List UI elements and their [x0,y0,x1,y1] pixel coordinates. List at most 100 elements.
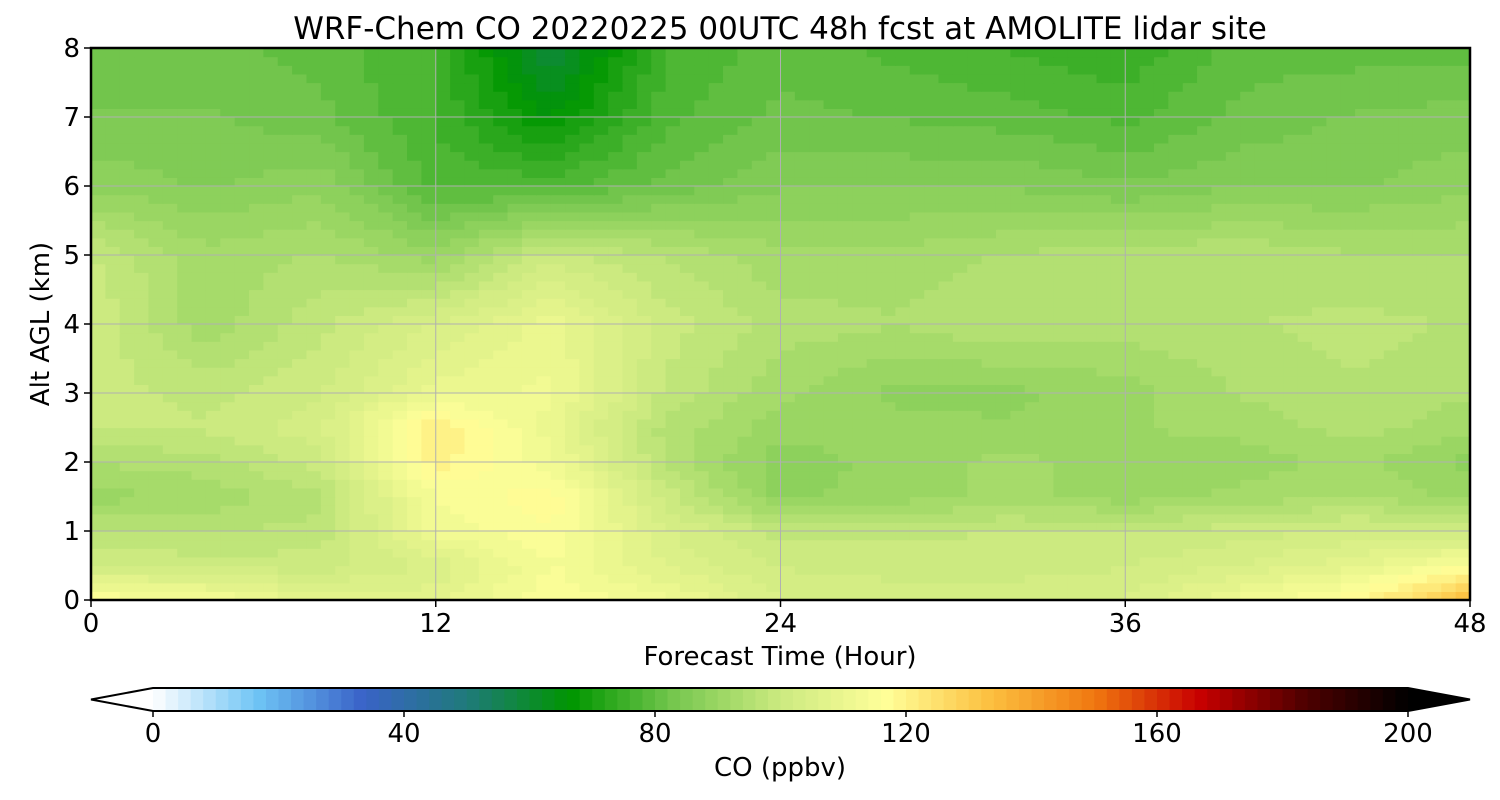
contour-cell [995,341,1011,351]
contour-cell [823,513,839,523]
contour-cell [938,211,954,222]
contour-cell [723,427,738,437]
contour-cell [263,556,279,567]
contour-cell [866,556,882,567]
contour-cell [981,151,997,161]
contour-cell [1053,487,1069,498]
contour-cell [1168,574,1184,584]
contour-cell [1139,418,1155,429]
contour-cell [952,462,968,472]
contour-cell [794,168,810,178]
contour-cell [1182,203,1198,213]
contour-cell [521,177,537,187]
contour-cell [363,479,379,489]
contour-cell [306,151,322,161]
contour-cell [320,375,336,385]
contour-cell [1024,229,1040,239]
contour-cell [1211,298,1227,308]
contour-cell [220,237,236,247]
contour-cell [1125,531,1141,541]
contour-cell [636,151,652,161]
contour-cell [665,548,681,558]
contour-cell [1412,229,1428,239]
contour-cell [177,306,193,316]
contour-cell [995,548,1011,558]
contour-cell [1311,401,1327,411]
contour-cell [1082,246,1098,256]
contour-cell [1455,315,1470,325]
contour-cell [565,367,580,377]
contour-cell [1082,393,1098,403]
contour-cell [895,151,911,161]
contour-cell [995,194,1011,204]
contour-cell [521,168,537,178]
contour-cell [1168,332,1184,342]
contour-cell [1254,513,1270,523]
contour-cell [794,194,810,204]
contour-cell [363,229,379,239]
contour-cell [622,418,638,429]
contour-cell [1082,582,1098,592]
contour-cell [823,427,839,437]
contour-cell [435,246,451,256]
contour-cell [852,186,868,196]
contour-cell [1383,531,1399,541]
contour-cell [320,513,336,523]
contour-cell [134,453,150,463]
contour-cell [995,306,1011,316]
contour-cell [794,436,810,446]
contour-cell [507,263,523,273]
contour-cell [665,556,681,567]
contour-cell [780,453,796,463]
contour-cell [550,255,566,265]
contour-cell [1268,229,1284,239]
contour-cell [909,565,925,575]
contour-cell [837,384,853,394]
contour-cell [1426,453,1442,463]
contour-cell [1383,211,1399,222]
contour-cell [1168,539,1184,549]
contour-cell [1283,358,1299,368]
contour-cell [995,160,1011,170]
contour-cell [1125,444,1141,454]
contour-cell [708,453,724,463]
contour-cell [1268,194,1284,204]
contour-cell [737,220,753,230]
contour-cell [177,367,193,377]
contour-cell [938,574,954,584]
contour-cell [1182,479,1198,489]
contour-cell [837,263,853,273]
contour-cell [823,298,839,308]
contour-cell [91,548,106,558]
contour-cell [1153,272,1169,282]
contour-cell [579,565,595,575]
contour-cell [536,487,552,498]
contour-cell [550,462,566,472]
contour-cell [478,548,494,558]
contour-cell [407,505,422,515]
contour-cell [292,177,308,187]
contour-cell [866,453,882,463]
contour-cell [1168,246,1184,256]
contour-cell [751,211,767,222]
contour-cell [1153,470,1169,480]
contour-cell [837,237,853,247]
contour-cell [464,522,480,532]
contour-cell [134,263,150,273]
contour-cell [1125,556,1141,567]
contour-cell [823,220,839,230]
contour-cell [1010,177,1026,187]
contour-cell [363,556,379,567]
contour-cell [1067,280,1083,291]
contour-cell [1110,487,1126,498]
contour-cell [1340,574,1356,584]
contour-cell [636,220,652,230]
contour-cell [967,220,983,230]
contour-cell [1240,556,1256,567]
contour-cell [1283,229,1299,239]
contour-cell [378,306,394,316]
contour-cell [1082,263,1098,273]
contour-cell [134,367,150,377]
contour-cell [205,384,221,394]
contour-cell [421,591,437,600]
